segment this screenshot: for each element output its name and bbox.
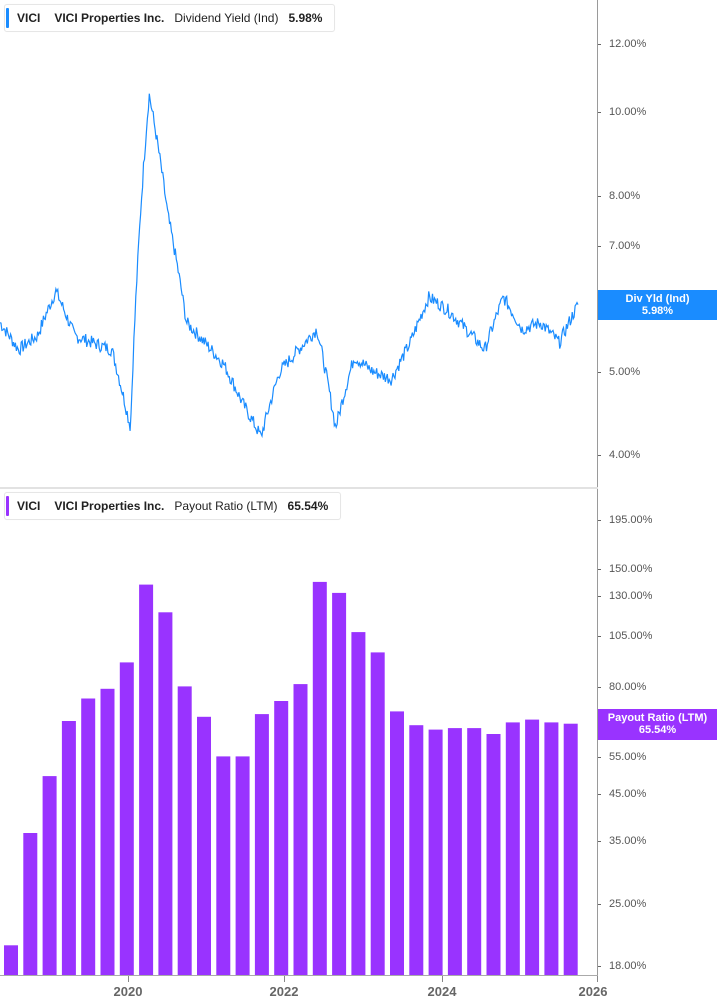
payout-bar[interactable] [544,722,559,975]
payout-bar[interactable] [505,722,520,975]
legend-ticker: VICI [17,499,41,513]
payout-bar[interactable] [409,725,424,975]
payout-bar[interactable] [177,686,192,975]
dividend-yield-line-chart [0,93,579,439]
legend-ticker: VICI [17,11,41,25]
legend-company: VICI Properties Inc. [54,499,165,513]
payout-bar[interactable] [139,584,154,975]
payout-bar[interactable] [4,945,18,975]
tag-label: Payout Ratio (LTM) [607,712,708,724]
payout-bar[interactable] [81,698,96,976]
y-tick-label: 130.00% [598,590,652,602]
y-tick-label: 105.00% [598,630,652,642]
legend-payout-ratio[interactable]: VICI VICI Properties Inc. Payout Ratio (… [4,492,342,520]
x-tick [442,976,443,982]
payout-bar[interactable] [370,652,385,975]
payout-bar[interactable] [332,592,347,975]
y-tick-label: 5.00% [598,366,640,378]
payout-bar[interactable] [428,729,443,975]
payout-ratio-bar-chart [4,581,578,976]
dividend-yield-panel: VICI VICI Properties Inc. Dividend Yield… [0,0,717,488]
y-tick-label: 7.00% [598,240,640,252]
legend-metric: Dividend Yield (Ind) [174,11,279,25]
current-value-tag-dividend-yield: Div Yld (Ind) 5.98% [598,290,717,320]
payout-bar[interactable] [447,728,462,975]
y-tick-label: 45.00% [598,788,646,800]
x-tick-label: 2026 [578,984,608,999]
tag-value: 5.98% [641,305,674,317]
payout-bar[interactable] [216,756,231,975]
payout-bar[interactable] [119,662,134,975]
payout-bar[interactable] [254,714,269,975]
payout-bar[interactable] [486,734,501,975]
y-tick-label: 80.00% [598,681,646,693]
y-tick-label: 35.00% [598,835,646,847]
tag-label: Div Yld (Ind) [625,293,690,305]
legend-metric: Payout Ratio (LTM) [174,499,278,513]
current-value-tag-payout-ratio: Payout Ratio (LTM) 65.54% [598,709,717,740]
payout-bar[interactable] [23,833,38,975]
payout-ratio-panel: VICI VICI Properties Inc. Payout Ratio (… [0,489,717,1005]
x-tick [597,976,598,982]
y-tick-label: 10.00% [598,106,646,118]
legend-color-swatch [6,496,9,516]
y-tick-label: 18.00% [598,960,646,972]
y-tick-label: 4.00% [598,449,640,461]
payout-bar[interactable] [235,756,250,975]
y-axis-line-bottom [597,489,598,976]
y-tick-label: 12.00% [598,38,646,50]
y-tick-label: 195.00% [598,514,652,526]
dividend-yield-line[interactable] [0,93,579,439]
y-tick-label: 25.00% [598,898,646,910]
payout-bar[interactable] [293,684,308,975]
payout-bar[interactable] [274,701,289,975]
payout-bar[interactable] [100,688,115,975]
legend-color-swatch [6,8,9,28]
y-tick-label: 150.00% [598,563,652,575]
payout-bar[interactable] [351,632,366,975]
payout-bar[interactable] [61,721,76,975]
payout-bar[interactable] [312,581,327,975]
payout-bar[interactable] [158,612,173,975]
y-tick-label: 8.00% [598,190,640,202]
payout-bar[interactable] [467,728,482,975]
x-tick-label: 2022 [269,984,299,999]
payout-bar[interactable] [525,719,540,975]
panel-divider[interactable] [0,487,598,489]
x-tick [128,976,129,982]
tag-value: 65.54% [638,724,677,736]
legend-value: 5.98% [288,11,323,25]
x-tick-label: 2020 [113,984,143,999]
payout-bar[interactable] [42,776,57,975]
y-tick-label: 55.00% [598,751,646,763]
x-tick-label: 2024 [427,984,457,999]
payout-bar[interactable] [197,716,211,975]
payout-bar[interactable] [563,723,578,975]
x-tick [284,976,285,982]
legend-company: VICI Properties Inc. [54,11,165,25]
legend-value: 65.54% [287,499,329,513]
x-axis-line [0,975,598,976]
legend-dividend-yield[interactable]: VICI VICI Properties Inc. Dividend Yield… [4,4,336,32]
payout-bar[interactable] [390,711,404,975]
